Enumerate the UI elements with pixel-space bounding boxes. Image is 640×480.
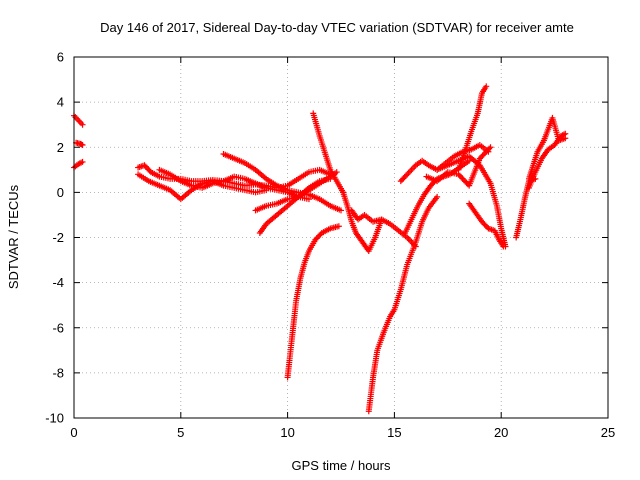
data-point xyxy=(487,144,494,151)
x-tick-label: 15 xyxy=(387,425,401,440)
data-point xyxy=(338,207,344,214)
y-tick-label: -10 xyxy=(45,411,64,426)
series-s9 xyxy=(252,169,340,214)
data-point xyxy=(333,169,340,176)
y-tick-label: 2 xyxy=(57,140,64,155)
series-s19 xyxy=(466,200,507,250)
series-s6 xyxy=(156,166,312,203)
series-s23 xyxy=(525,130,569,191)
series-s14 xyxy=(365,193,441,415)
series-s11 xyxy=(284,223,342,381)
y-tick-label: -8 xyxy=(52,365,64,380)
chart-title: Day 146 of 2017, Sidereal Day-to-day VTE… xyxy=(100,20,574,35)
y-tick-label: -4 xyxy=(52,275,64,290)
series-s18 xyxy=(434,153,509,250)
x-tick-label: 5 xyxy=(177,425,184,440)
data-point xyxy=(79,121,86,128)
series-s21 xyxy=(513,175,539,241)
data-point xyxy=(335,223,342,230)
x-tick-label: 10 xyxy=(280,425,294,440)
y-tick-label: -2 xyxy=(52,230,64,245)
series-s13 xyxy=(348,207,419,250)
data-point xyxy=(483,83,490,90)
data-point xyxy=(79,141,86,148)
x-tick-label: 20 xyxy=(494,425,508,440)
series-s10 xyxy=(310,110,347,196)
plot-frame xyxy=(73,56,609,419)
y-tick-label: 6 xyxy=(57,50,64,65)
x-axis-label: GPS time / hours xyxy=(292,458,391,473)
y-axis-label: SDTVAR / TECUs xyxy=(6,184,21,289)
series-s17 xyxy=(455,83,490,173)
x-tick-label: 0 xyxy=(70,425,77,440)
data-points xyxy=(71,83,569,415)
series-s3 xyxy=(71,158,86,171)
series-s1 xyxy=(71,112,86,128)
series-s22 xyxy=(525,114,569,182)
series-s20 xyxy=(423,144,494,189)
series-s2 xyxy=(73,139,86,148)
y-tick-label: 4 xyxy=(57,95,64,110)
x-tick-label: 25 xyxy=(601,425,615,440)
y-tick-label: 0 xyxy=(57,185,64,200)
data-point xyxy=(79,158,86,165)
grid xyxy=(74,57,608,418)
data-point xyxy=(402,172,409,179)
data-point xyxy=(500,243,507,250)
data-point xyxy=(434,193,441,200)
y-tick-label: -6 xyxy=(52,320,64,335)
data-point xyxy=(562,130,569,137)
